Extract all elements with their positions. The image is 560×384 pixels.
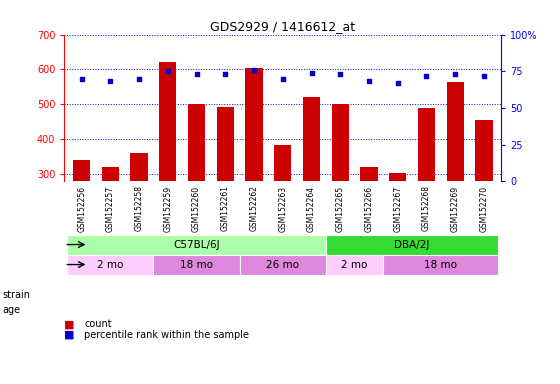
Text: percentile rank within the sample: percentile rank within the sample <box>84 330 249 340</box>
Bar <box>332 104 349 181</box>
Bar <box>153 255 240 275</box>
Point <box>278 76 287 82</box>
Text: strain: strain <box>3 290 31 300</box>
Text: GSM152267: GSM152267 <box>393 185 402 232</box>
Text: 2 mo: 2 mo <box>97 260 124 270</box>
Bar <box>361 167 377 181</box>
Text: GSM152263: GSM152263 <box>278 185 287 232</box>
Bar <box>217 107 234 181</box>
Text: ■: ■ <box>64 319 75 329</box>
Point <box>307 70 316 76</box>
Text: GSM152262: GSM152262 <box>250 185 259 232</box>
Text: 18 mo: 18 mo <box>180 260 213 270</box>
Text: 2 mo: 2 mo <box>342 260 368 270</box>
Text: GSM152268: GSM152268 <box>422 185 431 232</box>
Point <box>164 68 172 74</box>
Point <box>451 71 460 77</box>
Text: 26 mo: 26 mo <box>267 260 299 270</box>
Bar <box>73 160 90 181</box>
Text: GSM152257: GSM152257 <box>106 185 115 232</box>
Text: 18 mo: 18 mo <box>424 260 458 270</box>
Text: GSM152259: GSM152259 <box>164 185 172 232</box>
Text: DBA/2J: DBA/2J <box>394 240 430 250</box>
Bar <box>326 255 384 275</box>
Bar <box>159 62 176 181</box>
Bar <box>384 255 498 275</box>
Point <box>422 73 431 79</box>
Bar <box>67 255 153 275</box>
Bar <box>240 255 326 275</box>
Bar <box>274 144 291 181</box>
Text: GSM152265: GSM152265 <box>336 185 345 232</box>
Bar <box>389 173 407 181</box>
Point <box>479 73 488 79</box>
Bar <box>102 167 119 181</box>
Bar <box>475 120 493 181</box>
Point <box>365 78 374 84</box>
Title: GDS2929 / 1416612_at: GDS2929 / 1416612_at <box>210 20 356 33</box>
Bar <box>188 104 205 181</box>
Text: age: age <box>3 305 21 315</box>
Bar <box>446 82 464 181</box>
Text: ■: ■ <box>64 330 75 340</box>
Bar <box>130 152 148 181</box>
Point <box>250 67 259 73</box>
Text: count: count <box>84 319 111 329</box>
Text: GSM152266: GSM152266 <box>365 185 374 232</box>
Bar <box>67 235 326 255</box>
Bar <box>418 108 435 181</box>
Text: GSM152258: GSM152258 <box>134 185 143 232</box>
Point <box>134 76 143 82</box>
Bar <box>245 68 263 181</box>
Text: C57BL/6J: C57BL/6J <box>173 240 220 250</box>
Text: GSM152269: GSM152269 <box>451 185 460 232</box>
Text: GSM152261: GSM152261 <box>221 185 230 232</box>
Point <box>221 71 230 77</box>
Text: GSM152270: GSM152270 <box>479 185 488 232</box>
Point <box>106 78 115 84</box>
Bar <box>326 235 498 255</box>
Point <box>336 71 345 77</box>
Point <box>77 76 86 82</box>
Point <box>192 71 201 77</box>
Text: GSM152256: GSM152256 <box>77 185 86 232</box>
Text: GSM152260: GSM152260 <box>192 185 201 232</box>
Text: GSM152264: GSM152264 <box>307 185 316 232</box>
Point <box>393 80 402 86</box>
Bar <box>303 97 320 181</box>
